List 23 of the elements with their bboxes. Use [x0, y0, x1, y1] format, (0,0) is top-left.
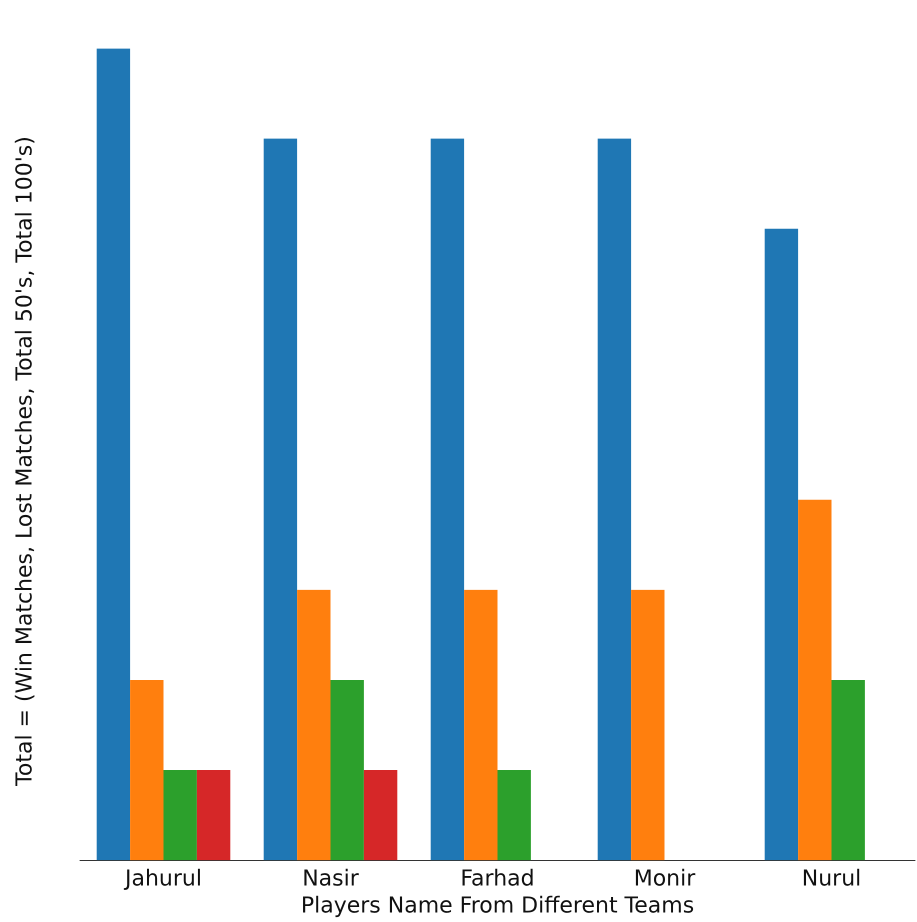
x-axis-title: Players Name From Different Teams [300, 894, 694, 918]
bar [264, 138, 298, 860]
bar [598, 138, 632, 860]
bar [764, 228, 798, 860]
y-axis-title: Total = (Win Matches, Lost Matches, Total 50's, Total 100's) [12, 136, 38, 787]
x-tick-label: Monir [634, 866, 696, 892]
bar [196, 770, 230, 860]
bar [330, 680, 364, 860]
bar [297, 590, 330, 860]
bar [364, 770, 398, 860]
bar [631, 590, 664, 860]
bar [164, 770, 197, 860]
bar [130, 680, 164, 860]
x-tick-label: Jahurul [123, 866, 202, 892]
bar [96, 48, 130, 860]
bar [498, 770, 531, 860]
x-tick-label: Nasir [302, 866, 360, 892]
x-tick-label: Nurul [802, 866, 862, 892]
x-tick-label: Farhad [460, 866, 535, 892]
bar [832, 680, 865, 860]
bar [430, 138, 464, 860]
bar [798, 500, 832, 860]
bar [464, 590, 498, 860]
